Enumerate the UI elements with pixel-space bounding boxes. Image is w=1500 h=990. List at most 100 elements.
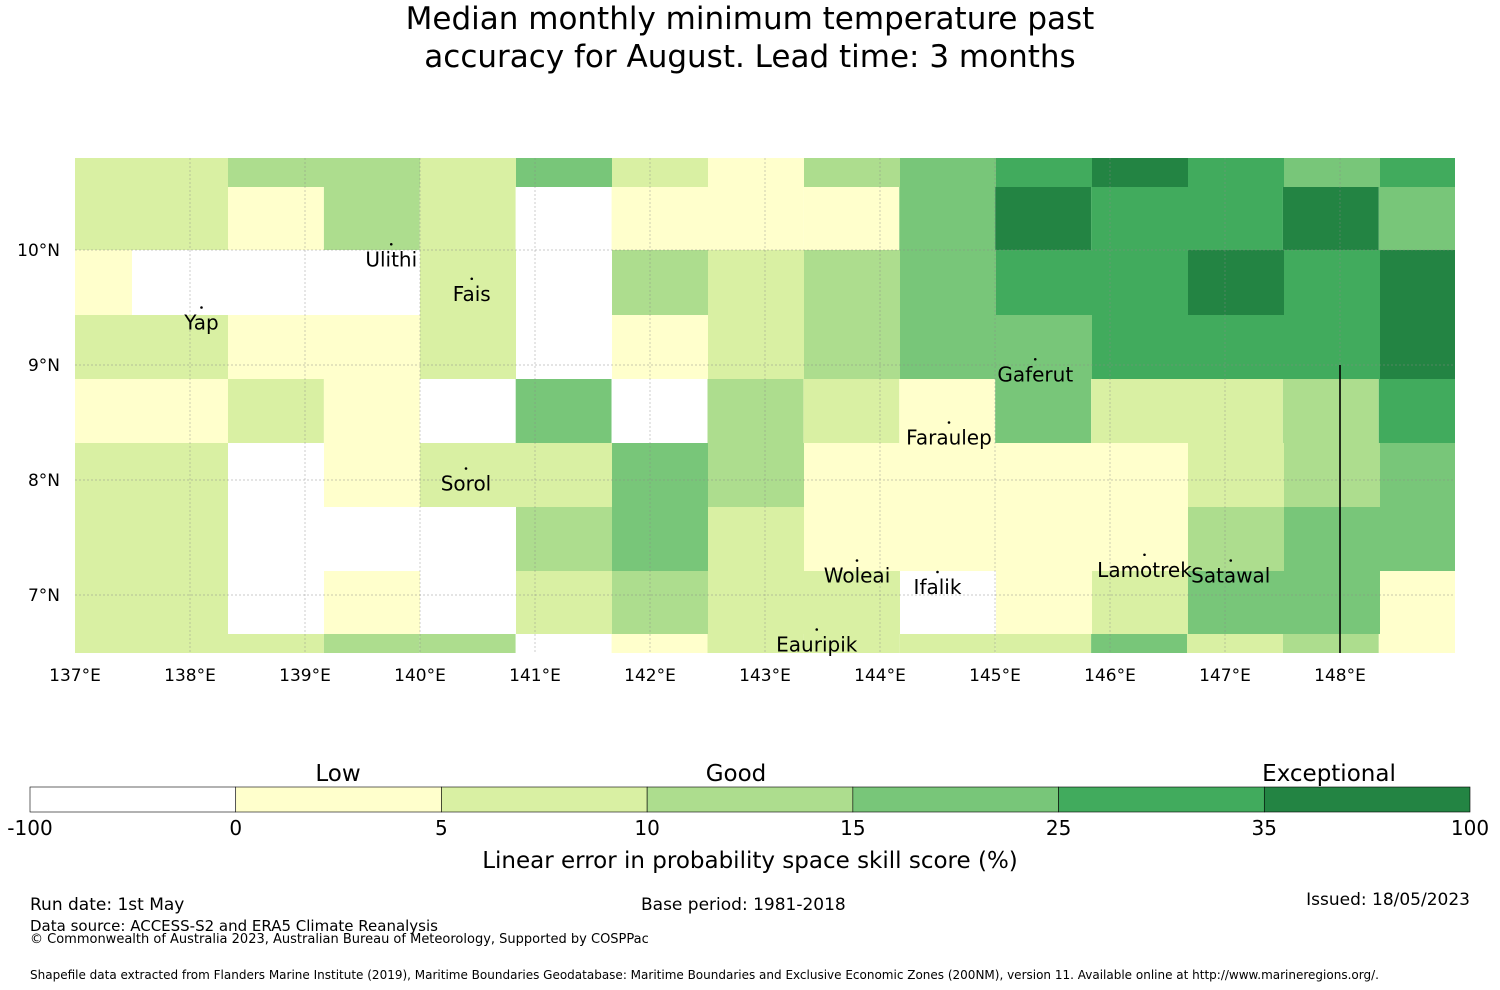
grid-cell (420, 250, 516, 315)
islands (200, 242, 1233, 631)
grid-cell (228, 158, 324, 187)
grid-cell (75, 315, 132, 379)
grid-cell (900, 158, 996, 187)
longitude-tick-label: 142°E (624, 666, 676, 686)
chart-title-line-1: Median monthly minimum temperature past (405, 1, 1095, 37)
grid-cell (228, 315, 324, 379)
grid-cell (323, 379, 420, 443)
grid-cell (996, 158, 1092, 187)
grid-cell (323, 187, 420, 250)
grid-cell (228, 250, 324, 315)
colorbar-category-label: Low (315, 761, 360, 787)
grid-cell (899, 379, 996, 443)
grid-cell (1380, 571, 1455, 634)
place-label: Ifalik (914, 575, 962, 599)
colorbar-tick-labels: -100 0 5 10 15 25 35 100 (7, 816, 1489, 840)
colorbar-segment (852, 786, 1059, 813)
grid-cell (1380, 443, 1455, 507)
grid-cell (1188, 443, 1284, 507)
grid-cell (996, 315, 1092, 379)
colorbar-segment (441, 786, 648, 813)
longitude-tick-label: 137°E (49, 666, 101, 686)
grid-cell (1188, 571, 1284, 634)
grid-cell (1187, 379, 1283, 443)
grid-cell (708, 158, 804, 187)
latitude-tick-label: 8°N (28, 471, 60, 491)
grid-cell (1378, 634, 1455, 653)
grid-cell (1188, 158, 1284, 187)
grid-cell (132, 443, 228, 507)
island-marker (1229, 559, 1233, 562)
grid-cell (995, 187, 1092, 250)
grid-cell (707, 634, 804, 653)
grid-cell (803, 379, 900, 443)
grid-cell (1092, 507, 1188, 571)
grid-cell (996, 507, 1092, 571)
run-date: Run date: 1st May (30, 895, 185, 915)
grid-cell (324, 315, 420, 379)
data-source: Data source: ACCESS-S2 and ERA5 Climate … (30, 917, 438, 935)
issued-date: Issued: 18/05/2023 (1306, 890, 1470, 910)
island-marker (855, 559, 859, 562)
place-labels: Ulithi Fais Yap Gaferut Faraulep Sorol Woleai I… (183, 247, 1270, 656)
grid-cell (419, 634, 516, 653)
grid-cell (611, 379, 708, 443)
grid-cell (1188, 315, 1284, 379)
grid-cell (323, 634, 420, 653)
grid-cell (611, 187, 708, 250)
grid-cell (1188, 507, 1284, 571)
grid-cell (1092, 315, 1188, 379)
grid-cell (899, 187, 996, 250)
map-figure: Ulithi Fais Yap Gaferut Faraulep Sorol Woleai I… (7, 158, 1489, 874)
colorbar-tick-label: 100 (1451, 816, 1489, 840)
grid-cell (612, 443, 708, 507)
colorbar-category-label: Good (706, 761, 767, 787)
grid-cell (420, 571, 516, 634)
skill-grid (75, 158, 1455, 653)
colorbar-tick-label: -100 (7, 816, 52, 840)
colorbar-title: Linear error in probability space skill … (482, 848, 1018, 874)
island-marker (200, 306, 203, 309)
grid-cell (996, 443, 1092, 507)
grid-cell (900, 250, 996, 315)
grid-cell (1284, 250, 1380, 315)
longitude-tick-labels: 137°E 138°E 139°E 140°E 141°E 142°E 143°E 144°E… (49, 666, 1366, 686)
grid-cell (75, 187, 228, 250)
chart-title-line-2: accuracy for August. Lead time: 3 months (424, 39, 1076, 75)
grid-cell (324, 507, 420, 571)
grid-cell (420, 158, 516, 187)
grid-cell (324, 158, 420, 187)
grid-cell (132, 158, 228, 187)
grid-cell (1282, 187, 1379, 250)
grid-cell (1284, 571, 1380, 634)
grid-cell (228, 187, 324, 250)
grid-cell (900, 315, 996, 379)
place-label: Gaferut (997, 362, 1073, 386)
grid-cell (75, 443, 132, 507)
colorbar-segment (1263, 786, 1471, 813)
grid-cell (1092, 571, 1188, 634)
grid-cell (516, 315, 612, 379)
longitude-tick-label: 144°E (854, 666, 906, 686)
place-label: Lamotrek (1097, 558, 1192, 582)
grid-cell (1092, 443, 1188, 507)
grid-cell (708, 507, 804, 571)
grid-cell (900, 507, 996, 571)
grid-cell (1091, 379, 1187, 443)
place-label: Faraulep (906, 426, 992, 450)
colorbar-category-label: Exceptional (1262, 761, 1396, 787)
shapefile-credit: Shapefile data extracted from Flanders M… (30, 968, 1379, 982)
grid-cell (996, 250, 1092, 315)
place-label: Eauripik (776, 633, 858, 657)
grid-cell (419, 187, 516, 250)
grid-cell (1380, 507, 1455, 571)
grid-cell (132, 315, 228, 379)
grid-cell (707, 187, 804, 250)
grid-cell (612, 250, 708, 315)
grid-cell (228, 571, 324, 634)
grid-cell (899, 634, 996, 653)
longitude-tick-label: 139°E (279, 666, 331, 686)
island-marker (389, 242, 393, 246)
grid-cell (1092, 158, 1188, 187)
grid-cell (515, 634, 612, 653)
